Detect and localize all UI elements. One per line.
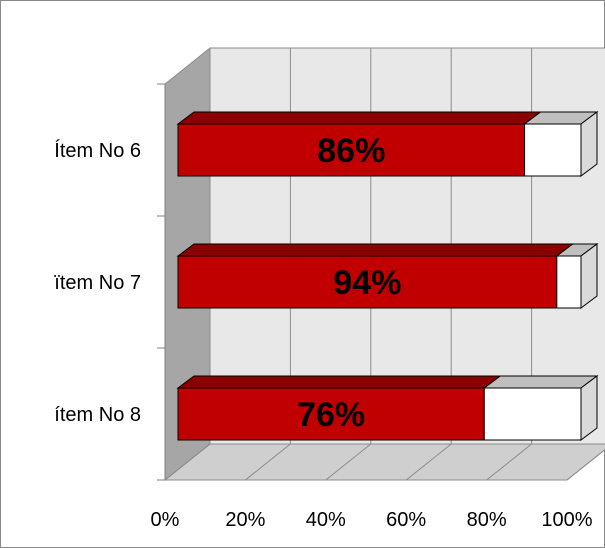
data-label: 94% <box>333 264 401 302</box>
bar-series-2 <box>483 387 582 441</box>
x-tick-label: 60% <box>386 509 426 531</box>
category-label: ítem No 8 <box>54 404 141 426</box>
floor-gridline <box>245 443 291 481</box>
category-axis <box>157 83 166 481</box>
bars <box>176 111 599 441</box>
bar-top-series-1 <box>176 243 575 257</box>
bar-top-series-1 <box>176 375 502 389</box>
bar-top-series-2 <box>482 375 599 389</box>
bar-series-2 <box>524 123 582 177</box>
x-tick-label: 100% <box>541 509 592 531</box>
category-label: Ítem No 6 <box>54 139 141 162</box>
floor-gridline <box>405 443 452 481</box>
bar-series-1 <box>177 123 526 177</box>
labels: 0% 20% 40% 60% 80% 100% 86% Ítem No 6 94% ïtem No… <box>54 132 592 531</box>
bar-series-2 <box>556 255 582 309</box>
x-tick-label: 0% <box>151 509 180 531</box>
bar-top-series-1 <box>176 111 543 125</box>
category-label: ïtem No 7 <box>54 272 141 294</box>
x-tick-label: 20% <box>225 509 265 531</box>
data-label: 86% <box>317 132 385 170</box>
floor-gridline <box>486 443 532 481</box>
bar-series-1 <box>177 387 485 441</box>
bar-series-1 <box>177 255 558 309</box>
x-tick-label: 80% <box>467 509 507 531</box>
data-label: 76% <box>297 396 365 434</box>
bar-side <box>580 243 598 309</box>
bar-side <box>580 375 598 441</box>
x-tick-label: 40% <box>306 509 346 531</box>
bar-side <box>580 111 598 177</box>
floor-gridline <box>164 443 211 481</box>
floor-gridline <box>325 443 372 481</box>
floor <box>163 443 605 481</box>
